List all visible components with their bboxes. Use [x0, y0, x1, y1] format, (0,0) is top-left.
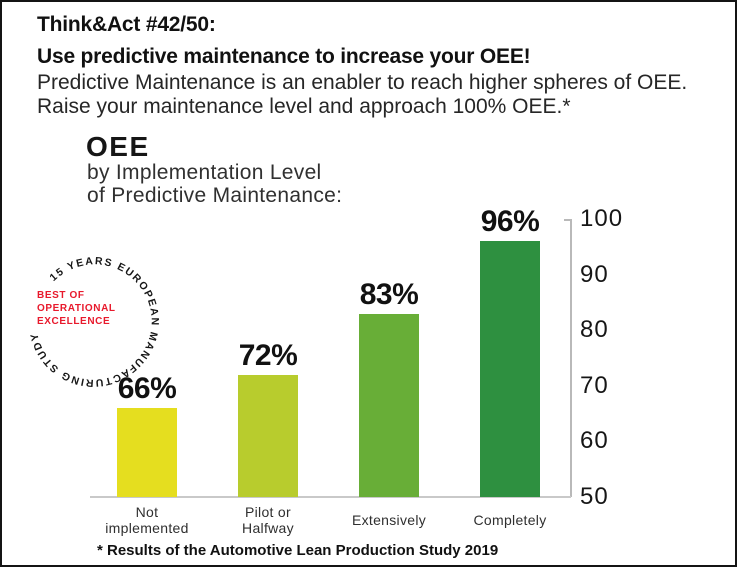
bar	[117, 408, 177, 497]
bar-category-label: Pilot or Halfway	[242, 504, 294, 536]
y-axis-top-tick	[564, 219, 570, 221]
bar	[480, 241, 540, 497]
header-body-line2: Raise your maintenance level and approac…	[37, 95, 571, 118]
y-tick-label: 90	[580, 260, 609, 288]
chart-subtitle-line1: by Implementation Level	[87, 161, 322, 184]
y-tick-label: 60	[580, 427, 609, 455]
bar-category-label: Completely	[473, 512, 547, 528]
badge-center-text: BEST OF OPERATIONAL EXCELLENCE	[37, 289, 116, 328]
bar-value-label: 83%	[359, 277, 419, 311]
y-tick-label: 100	[580, 205, 624, 232]
bar-category-label: Not implemented	[105, 504, 189, 536]
chart-subtitle-line2: of Predictive Maintenance:	[87, 184, 343, 207]
y-tick-label: 70	[580, 371, 609, 399]
x-axis-line	[90, 496, 571, 498]
footnote: * Results of the Automotive Lean Product…	[97, 542, 499, 559]
y-tick-label: 80	[580, 316, 609, 344]
bar	[238, 374, 298, 497]
header-headline: Use predictive maintenance to increase y…	[37, 45, 531, 68]
badge-center-line1: BEST OF	[37, 290, 85, 301]
bar	[359, 313, 419, 497]
bar-category-label: Extensively	[351, 512, 427, 528]
y-axis-line	[570, 219, 572, 497]
header-body-line1: Predictive Maintenance is an enabler to …	[37, 71, 688, 94]
study-badge: 15 YEARS EUROPEAN MANUFACTURING STUDY	[28, 255, 159, 389]
header-kicker: Think&Act #42/50:	[37, 13, 216, 36]
bar-value-label: 96%	[480, 205, 540, 239]
badge-center-line2: OPERATIONAL	[37, 303, 116, 314]
bar-value-label: 72%	[238, 338, 298, 372]
badge-center-line3: EXCELLENCE	[37, 316, 111, 327]
bar-value-label: 66%	[117, 372, 177, 406]
chart-title: OEE	[86, 131, 150, 162]
y-tick-label: 50	[580, 483, 609, 510]
